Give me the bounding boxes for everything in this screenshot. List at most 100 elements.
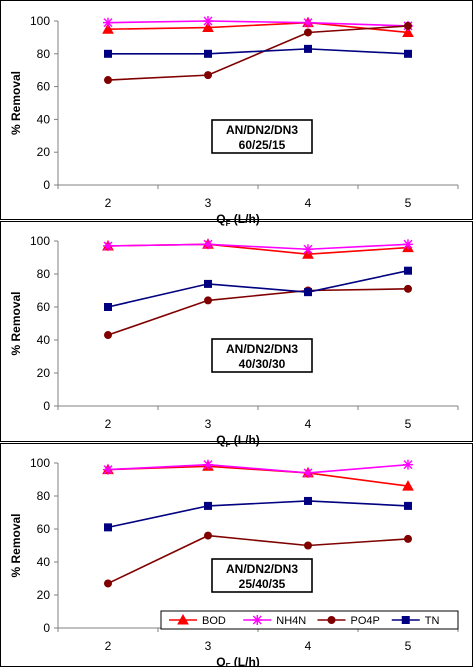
series-tn-line	[107, 269, 409, 308]
star-stroke-d2	[303, 244, 313, 254]
star-stroke-d2	[403, 460, 413, 470]
series-nh4n-line	[107, 20, 409, 27]
series-po4p-line	[107, 534, 409, 585]
point-tn-marker-square	[104, 49, 112, 58]
annotation-box	[211, 119, 313, 154]
y-tick-label: 80	[37, 47, 51, 61]
point-po4p-marker-circle	[104, 579, 112, 588]
x-tick-label: 4	[305, 639, 312, 653]
star-stroke-d2	[252, 615, 262, 625]
y-axis-label: % Removal	[9, 513, 23, 577]
point-po4p-marker-circle	[204, 296, 212, 305]
point-po4p-marker-circle	[204, 531, 212, 540]
y-tick-label: 40	[37, 333, 51, 347]
point-bod-marker-triangle	[402, 26, 414, 37]
point-po4p-marker-circle	[204, 71, 212, 80]
series-nh4n-line	[107, 463, 409, 474]
panel-border	[0, 221, 473, 442]
point-nh4n-marker-star	[303, 17, 313, 28]
point-tn-marker-square	[204, 49, 212, 58]
y-axis-label: % Removal	[9, 291, 23, 355]
point-nh4n-marker-star	[303, 244, 313, 255]
point-nh4n-marker-star	[203, 239, 213, 250]
point-po4p-marker-circle	[304, 28, 312, 37]
series-po4p	[104, 284, 412, 340]
x-axis-label-sub: F	[226, 219, 231, 228]
legend-bod-marker-triangle	[177, 613, 189, 625]
series-tn-line	[107, 500, 409, 529]
y-tick-label: 20	[37, 145, 51, 159]
point-tn-marker-square	[304, 288, 312, 297]
x-tick-label: 4	[305, 196, 312, 210]
y-tick-label: 0	[43, 399, 50, 413]
star-stroke-d2	[303, 18, 313, 28]
point-bod-marker-triangle	[102, 23, 114, 34]
point-tn-marker-square	[204, 501, 212, 510]
point-tn-marker-square	[204, 279, 212, 288]
star-stroke-d2	[203, 16, 213, 26]
annotation-line-1: AN/DN2/DN3	[226, 123, 298, 137]
legend-label: NH4N	[276, 615, 306, 627]
legend-box	[160, 610, 459, 630]
legend-label: BOD	[202, 615, 226, 627]
x-axis-label-unit: (L/h)	[230, 655, 259, 667]
y-tick-label: 80	[37, 267, 51, 281]
series-nh4n-line	[107, 243, 409, 251]
x-tick-label: 5	[405, 639, 412, 653]
y-tick-label: 20	[37, 588, 51, 602]
point-po4p-marker-circle	[104, 76, 112, 85]
series-tn	[104, 266, 412, 311]
point-nh4n-marker-star	[403, 239, 413, 250]
legend-label: PO4P	[351, 615, 380, 627]
series-tn	[104, 44, 412, 58]
point-nh4n-marker-star	[303, 467, 313, 478]
point-nh4n-marker-star	[203, 16, 213, 26]
series-tn	[104, 496, 412, 532]
legend-nh4n-marker-star	[252, 615, 263, 625]
point-tn-marker-square	[404, 501, 412, 510]
series-bod-line	[107, 465, 409, 487]
y-tick-label: 80	[37, 489, 51, 503]
point-po4p-marker-circle	[104, 331, 112, 340]
legend-item-po4p: PO4P	[317, 615, 380, 627]
series-bod	[102, 16, 414, 37]
star-stroke-d2	[103, 465, 113, 475]
series-bod	[102, 460, 414, 491]
point-nh4n-marker-star	[403, 459, 413, 470]
x-tick-label: 2	[105, 417, 112, 431]
series-po4p	[104, 531, 412, 588]
y-tick-label: 40	[37, 555, 51, 569]
panel-border	[0, 443, 473, 667]
x-axis-label: QF (L/h)	[216, 655, 260, 667]
point-tn-marker-square	[404, 266, 412, 275]
star-stroke-d2	[303, 468, 313, 478]
point-nh4n-marker-star	[103, 17, 113, 28]
x-axis-label-main: Q	[216, 433, 225, 447]
legend-item-tn: TN	[391, 615, 440, 627]
series-tn-line	[108, 48, 409, 55]
series-nh4n	[103, 459, 413, 478]
point-nh4n-marker-star	[203, 459, 213, 470]
annotation-line-2: 40/30/30	[239, 357, 286, 371]
star-stroke-d2	[103, 241, 113, 251]
series-po4p	[104, 21, 412, 85]
point-tn-marker-square	[404, 49, 412, 58]
y-tick-label: 100	[30, 14, 50, 28]
point-po4p-marker-circle	[304, 541, 312, 550]
x-axis-label-main: Q	[216, 212, 225, 226]
point-bod-marker-triangle	[402, 480, 414, 491]
series-po4p-line	[107, 25, 409, 81]
y-tick-label: 40	[37, 112, 51, 126]
x-tick-label: 5	[405, 196, 412, 210]
point-po4p-marker-circle	[404, 21, 412, 30]
x-tick-label: 3	[205, 639, 212, 653]
x-axis-label: QF (L/h)	[216, 433, 260, 449]
y-tick-label: 0	[43, 178, 50, 192]
series-nh4n	[103, 239, 413, 255]
point-po4p-marker-circle	[404, 534, 412, 543]
legend-label: TN	[425, 615, 440, 627]
annotation-box	[211, 558, 313, 593]
annotation-line-1: AN/DN2/DN3	[226, 562, 298, 576]
